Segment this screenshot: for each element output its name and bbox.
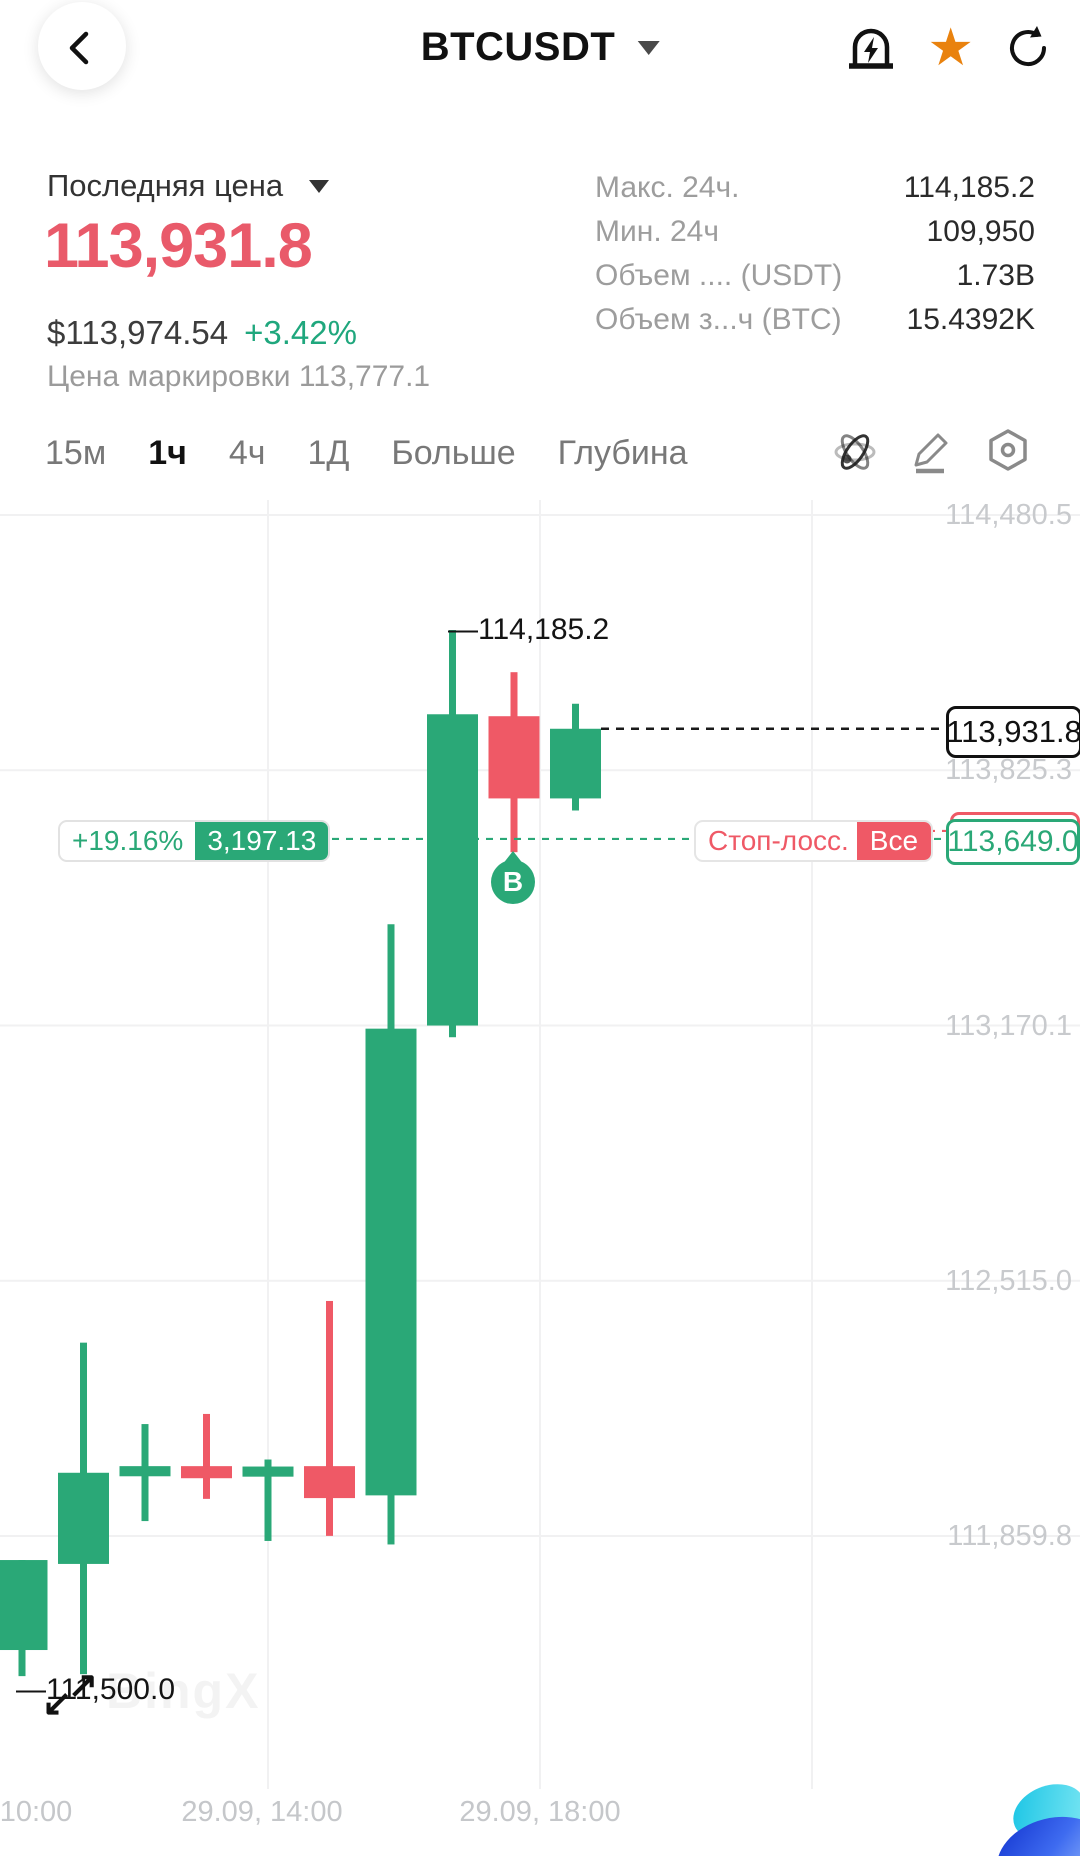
candle-body — [119, 1466, 171, 1477]
last-price-label: Последняя цена — [47, 168, 284, 203]
stop-loss-label: Стоп-лосс. — [708, 824, 849, 856]
fiat-price: $113,974.54 — [47, 314, 229, 351]
stat-row-low24h: Мин. 24ч 109,950 — [595, 215, 1035, 248]
chevron-down-icon — [637, 40, 660, 55]
last-price: 113,931.8 — [44, 211, 313, 281]
x-axis-label: 29.09, 14:00 — [181, 1796, 343, 1828]
stat-row-volume-btc: Объем з...ч (BTC) 15.4392K — [595, 303, 1035, 336]
y-axis-label: 114,480.5 — [945, 499, 1072, 531]
stat-row-high24h: Макс. 24ч. 114,185.2 — [595, 171, 1035, 204]
back-button[interactable] — [38, 2, 126, 90]
mark-price-label: Цена маркировки — [47, 360, 291, 393]
tab-4h[interactable]: 4ч — [228, 433, 266, 472]
high-price-label: —114,185.2 — [448, 613, 610, 647]
stop-loss-pill[interactable]: Стоп-лосс. Все — [694, 819, 934, 862]
candle-body — [427, 714, 478, 1026]
y-axis-label: 113,170.1 — [945, 1009, 1072, 1042]
watermark: BingX — [106, 1663, 261, 1719]
candle-body — [488, 716, 540, 799]
stop-loss-all-badge[interactable]: Все — [856, 821, 932, 860]
y-axis-label: 112,515.0 — [945, 1264, 1072, 1297]
tab-more[interactable]: Больше — [391, 433, 516, 472]
mark-price: 113,777.1 — [298, 360, 431, 393]
position-pnl-tag[interactable]: +19.16% 3,197.13 — [58, 819, 331, 862]
indicators-atom-icon[interactable] — [831, 428, 879, 476]
refresh-icon[interactable] — [1004, 24, 1052, 72]
stop-loss-price-tag: 113,649.0 — [946, 818, 1080, 865]
candle-body — [0, 1560, 48, 1651]
position-pnl-percent: +19.16% — [72, 824, 184, 856]
mark-price-row: Цена маркировки 113,777.1 — [47, 360, 430, 394]
current-price-tag: 113,931.8 — [946, 705, 1080, 758]
y-axis-label: 113,825.3 — [945, 754, 1072, 787]
candle-body — [304, 1466, 355, 1499]
header-icons: ★ — [845, 0, 1052, 95]
tab-depth[interactable]: Глубина — [557, 433, 688, 472]
price-alert-icon[interactable] — [845, 20, 897, 76]
tab-1h[interactable]: 1ч — [148, 433, 187, 472]
candle-wick — [203, 1413, 210, 1499]
chat-assistant-bubble[interactable] — [987, 1774, 1080, 1856]
chevron-down-icon — [309, 179, 330, 193]
chart-settings-icon[interactable] — [984, 428, 1032, 476]
expand-chart-icon[interactable]: ↗ ↙ — [42, 1664, 98, 1723]
candle-wick — [326, 1300, 333, 1536]
draw-pencil-icon[interactable] — [906, 428, 954, 476]
stat-row-volume-usdt: Объем .... (USDT) 1.73B — [595, 259, 1035, 292]
symbol-title: BTCUSDT — [420, 25, 616, 69]
y-axis-label: 111,859.8 — [947, 1519, 1072, 1552]
favorite-star-icon[interactable]: ★ — [927, 18, 974, 77]
x-axis-label: 29.09, 18:00 — [459, 1796, 621, 1828]
tab-1d[interactable]: 1Д — [307, 433, 350, 472]
buy-order-marker[interactable]: B — [491, 860, 535, 905]
timeframe-tabs: 15м 1ч 4ч 1Д Больше Глубина — [45, 428, 730, 478]
change-percent: +3.42% — [244, 314, 357, 351]
last-price-selector[interactable]: Последняя цена — [47, 168, 330, 204]
candle-body — [550, 728, 601, 799]
stats-panel: Макс. 24ч. 114,185.2 Мин. 24ч 109,950 Об… — [595, 166, 1035, 342]
x-axis-label: 10:00 — [0, 1796, 73, 1828]
candle-body — [365, 1028, 417, 1496]
low-price-label: —111,500.0 — [16, 1673, 176, 1707]
position-pnl-value: 3,197.13 — [195, 821, 329, 860]
candle-body — [58, 1472, 109, 1564]
tab-15m[interactable]: 15м — [45, 433, 107, 472]
back-chevron-icon — [69, 31, 89, 65]
candle-body — [181, 1466, 232, 1479]
candle-body — [242, 1466, 294, 1477]
symbol-selector[interactable]: BTCUSDT — [421, 0, 660, 95]
candle-wick — [264, 1459, 272, 1541]
